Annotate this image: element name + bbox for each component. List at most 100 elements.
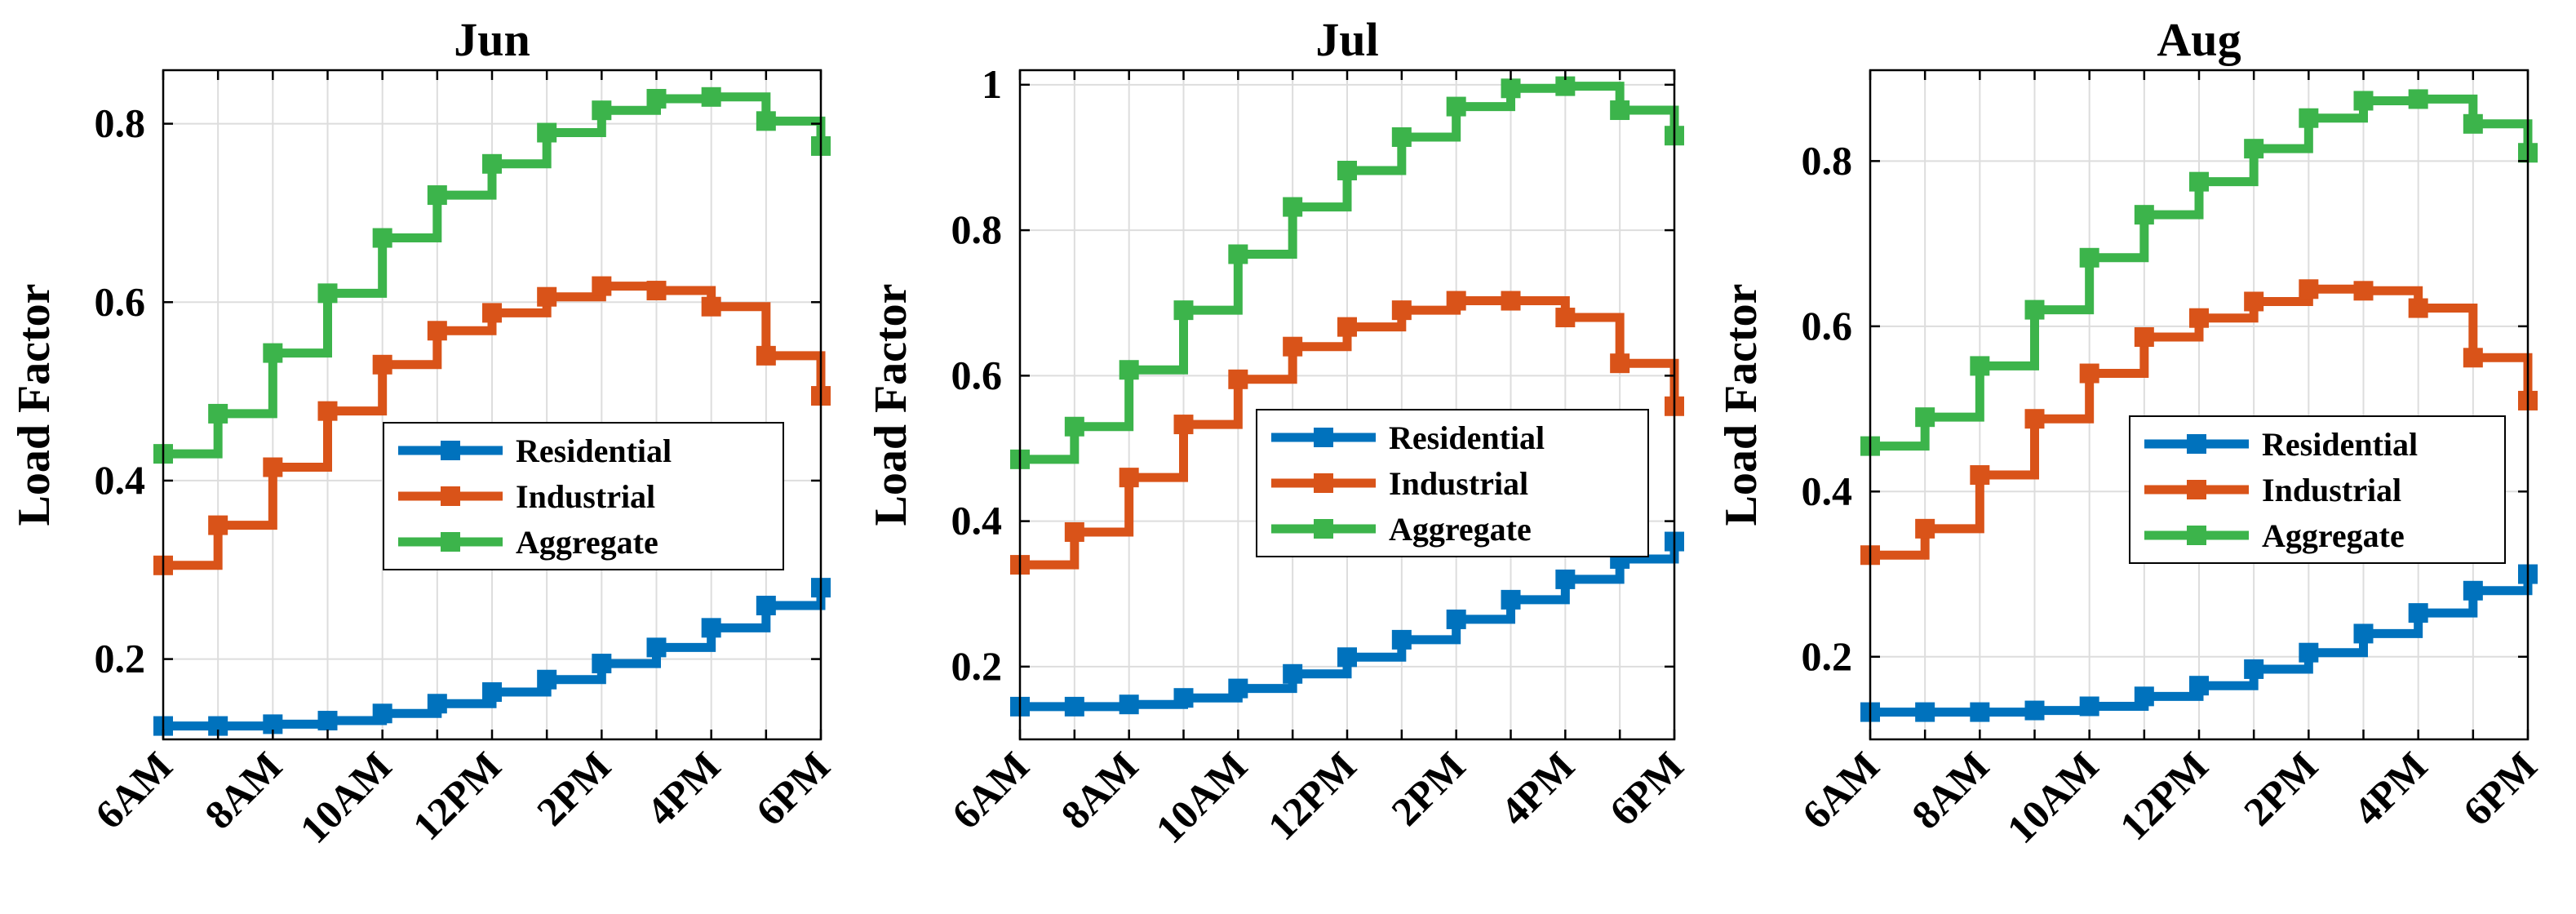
data-point-residential bbox=[1555, 569, 1576, 589]
x-tick-label: 12PM bbox=[2111, 743, 2217, 849]
data-point-industrial bbox=[1555, 308, 1576, 328]
data-point-aggregate bbox=[1064, 416, 1084, 437]
x-tick-label: 6AM bbox=[86, 743, 181, 837]
x-tick-label: 10AM bbox=[1998, 743, 2108, 852]
x-tick-label: 2PM bbox=[2235, 743, 2326, 834]
chart-title: Aug bbox=[2157, 13, 2241, 66]
data-point-industrial bbox=[1064, 521, 1084, 542]
y-tick-label: 0.4 bbox=[95, 457, 146, 503]
data-point-residential bbox=[482, 682, 502, 703]
data-point-aggregate bbox=[701, 87, 721, 107]
data-point-residential bbox=[2024, 700, 2045, 721]
x-tick-label: 6PM bbox=[747, 743, 839, 834]
data-point-industrial bbox=[701, 296, 721, 317]
data-point-industrial bbox=[2353, 281, 2374, 301]
y-tick-label: 0.8 bbox=[95, 100, 146, 146]
data-point-residential bbox=[317, 711, 338, 731]
data-point-aggregate bbox=[592, 100, 612, 121]
legend-marker-residential bbox=[1314, 428, 1333, 447]
data-point-residential bbox=[2408, 603, 2428, 623]
data-point-aggregate bbox=[646, 88, 667, 109]
data-point-residential bbox=[427, 694, 447, 714]
data-point-aggregate bbox=[1501, 78, 1521, 99]
data-point-aggregate bbox=[1337, 161, 1357, 180]
data-point-residential bbox=[1446, 609, 1466, 629]
y-tick-label: 0.4 bbox=[951, 498, 1003, 544]
data-point-industrial bbox=[1915, 518, 1935, 539]
data-point-aggregate bbox=[2408, 89, 2428, 109]
legend-label-aggregate: Aggregate bbox=[2262, 517, 2405, 554]
data-point-industrial bbox=[2189, 308, 2209, 328]
data-point-residential bbox=[1391, 629, 1412, 650]
y-axis-label: Load Factor bbox=[9, 283, 60, 526]
y-tick-label: 0.2 bbox=[1802, 633, 1853, 679]
data-point-aggregate bbox=[1970, 356, 1990, 376]
legend-marker-industrial bbox=[441, 486, 460, 506]
x-tick-label: 10AM bbox=[1146, 743, 1256, 852]
legend-label-aggregate: Aggregate bbox=[1389, 511, 1532, 548]
x-tick-label: 8AM bbox=[1052, 743, 1146, 837]
data-point-residential bbox=[646, 637, 667, 658]
legend-label-industrial: Industrial bbox=[1389, 465, 1528, 502]
data-point-aggregate bbox=[427, 185, 447, 206]
x-tick-label: 6AM bbox=[1793, 743, 1888, 837]
y-axis-label: Load Factor bbox=[866, 283, 916, 526]
x-tick-label: 6PM bbox=[1601, 743, 1692, 834]
data-point-industrial bbox=[2408, 298, 2428, 318]
x-tick-label: 12PM bbox=[1259, 743, 1365, 849]
data-point-industrial bbox=[592, 276, 612, 296]
data-point-residential bbox=[1173, 688, 1194, 708]
chart-panel-jun: 0.2 0.4 0.6 0.8 6AM 8AM 10AM 12PM 2PM 4PM 6PM Jun Lo… bbox=[9, 13, 839, 852]
y-tick-label: 1 bbox=[982, 61, 1002, 107]
data-point-industrial bbox=[646, 281, 667, 301]
y-tick-label: 0.2 bbox=[95, 636, 146, 681]
data-point-aggregate bbox=[372, 228, 392, 248]
data-point-aggregate bbox=[2353, 91, 2374, 111]
data-point-industrial bbox=[756, 345, 776, 366]
legend-marker-aggregate bbox=[2187, 526, 2206, 545]
data-point-industrial bbox=[2299, 279, 2319, 299]
x-tick-label: 4PM bbox=[1492, 743, 1583, 834]
x-tick-label: 8AM bbox=[1903, 743, 1997, 837]
legend: Residential Industrial Aggregate bbox=[2129, 415, 2506, 564]
x-tick-label: 6AM bbox=[943, 743, 1038, 837]
data-point-residential bbox=[372, 703, 392, 724]
chart-panel-aug: 0.2 0.4 0.6 0.8 6AM 8AM 10AM 12PM 2PM 4PM 6PM Aug Lo… bbox=[1716, 13, 2546, 852]
data-point-residential bbox=[2189, 676, 2209, 696]
data-point-residential bbox=[1064, 696, 1084, 717]
y-tick-label: 0.8 bbox=[1802, 137, 1853, 183]
legend-label-industrial: Industrial bbox=[2262, 472, 2401, 508]
data-point-aggregate bbox=[317, 283, 338, 304]
x-tick-label: 2PM bbox=[528, 743, 619, 834]
data-point-industrial bbox=[1283, 336, 1303, 357]
data-point-industrial bbox=[2079, 363, 2099, 384]
data-point-aggregate bbox=[1610, 100, 1630, 121]
data-point-aggregate bbox=[1228, 244, 1248, 264]
data-point-residential bbox=[1337, 647, 1357, 668]
data-point-residential bbox=[1283, 663, 1303, 684]
data-point-industrial bbox=[2134, 326, 2154, 347]
data-point-aggregate bbox=[1119, 360, 1139, 380]
data-point-residential bbox=[1228, 678, 1248, 699]
data-point-industrial bbox=[2244, 291, 2264, 312]
data-point-aggregate bbox=[2189, 171, 2209, 192]
data-point-industrial bbox=[2463, 348, 2483, 368]
legend: Residential Industrial Aggregate bbox=[1256, 409, 1649, 557]
y-tick-label: 0.6 bbox=[95, 278, 146, 324]
data-point-industrial bbox=[263, 457, 283, 477]
legend: Residential Industrial Aggregate bbox=[383, 422, 784, 570]
data-point-aggregate bbox=[2299, 108, 2319, 128]
x-tick-label: 4PM bbox=[2344, 743, 2436, 834]
legend-marker-industrial bbox=[2187, 480, 2206, 499]
y-tick-label: 0.2 bbox=[951, 643, 1003, 689]
data-point-residential bbox=[1119, 694, 1139, 715]
data-point-aggregate bbox=[2024, 299, 2045, 320]
y-tick-label: 0.8 bbox=[951, 206, 1003, 252]
y-tick-label: 0.6 bbox=[951, 352, 1003, 397]
data-point-aggregate bbox=[1391, 127, 1412, 147]
legend-marker-residential bbox=[441, 441, 460, 460]
x-tick-label: 10AM bbox=[291, 743, 401, 852]
data-point-aggregate bbox=[537, 122, 557, 143]
data-point-industrial bbox=[1391, 300, 1412, 321]
